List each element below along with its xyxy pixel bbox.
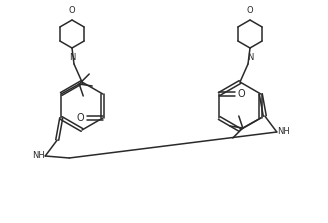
Text: NH: NH — [277, 128, 290, 136]
Text: O: O — [237, 89, 245, 99]
Text: N: N — [247, 53, 253, 62]
Text: NH: NH — [32, 151, 45, 161]
Text: O: O — [69, 6, 75, 15]
Text: O: O — [77, 113, 85, 123]
Text: O: O — [247, 6, 253, 15]
Text: N: N — [69, 53, 75, 62]
